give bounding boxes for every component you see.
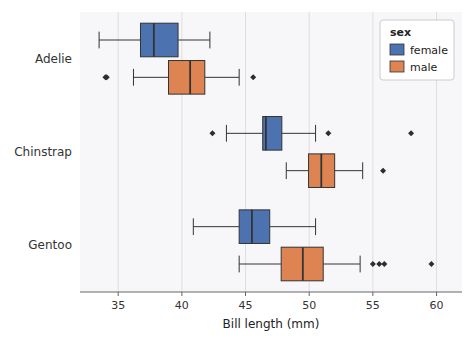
whisker-high bbox=[282, 133, 316, 134]
whisker-low bbox=[286, 170, 308, 171]
whisker-low bbox=[239, 264, 281, 265]
box-group bbox=[239, 247, 434, 281]
median bbox=[320, 154, 322, 188]
tick-label: 60 bbox=[430, 299, 444, 312]
whisker-low bbox=[133, 77, 168, 78]
cap-high bbox=[362, 162, 363, 179]
flier bbox=[380, 168, 386, 174]
cap-high bbox=[315, 218, 316, 235]
tick-mark bbox=[245, 292, 246, 296]
x-axis-label: Bill length (mm) bbox=[223, 317, 320, 331]
cap-high bbox=[360, 256, 361, 273]
whisker-high bbox=[178, 40, 210, 41]
grid-line bbox=[181, 12, 182, 292]
median bbox=[265, 117, 267, 151]
category-label: Gentoo bbox=[28, 238, 72, 252]
box-group bbox=[99, 23, 210, 57]
tick-label: 40 bbox=[175, 299, 189, 312]
box bbox=[263, 117, 282, 151]
category-label: Chinstrap bbox=[14, 145, 72, 159]
legend-box bbox=[380, 20, 454, 80]
flier bbox=[370, 261, 376, 267]
median bbox=[251, 210, 253, 244]
tick-mark bbox=[118, 292, 119, 296]
grid-line bbox=[245, 12, 246, 292]
tick-mark bbox=[309, 292, 310, 296]
flier bbox=[408, 130, 414, 136]
box bbox=[168, 61, 204, 95]
cap-low bbox=[286, 162, 287, 179]
flier bbox=[250, 74, 256, 80]
whisker-high bbox=[270, 226, 316, 227]
tick-mark bbox=[181, 292, 182, 296]
grid-line bbox=[118, 12, 119, 292]
box-group bbox=[286, 154, 386, 188]
box bbox=[281, 247, 323, 281]
box-group bbox=[209, 117, 414, 151]
whisker-low bbox=[226, 133, 262, 134]
box-group bbox=[102, 61, 256, 95]
x-axis-line bbox=[80, 292, 462, 293]
flier bbox=[381, 261, 387, 267]
cap-low bbox=[133, 69, 134, 86]
cap-high bbox=[209, 32, 210, 49]
box bbox=[239, 210, 270, 244]
chart: 35 40 45 50 55 60 Bill length (mm) Adelie Chinst… bbox=[0, 0, 474, 338]
box bbox=[140, 23, 178, 57]
cap-low bbox=[226, 125, 227, 142]
box bbox=[309, 154, 335, 188]
flier bbox=[209, 130, 215, 136]
legend-swatch bbox=[390, 44, 404, 55]
legend-swatch bbox=[390, 61, 404, 72]
tick-mark bbox=[436, 292, 437, 296]
whisker-high bbox=[205, 77, 239, 78]
grid-line bbox=[372, 12, 373, 292]
whisker-high bbox=[323, 264, 360, 265]
flier bbox=[325, 130, 331, 136]
plot-background bbox=[80, 12, 462, 292]
tick-label: 45 bbox=[239, 299, 253, 312]
cap-low bbox=[99, 32, 100, 49]
median bbox=[302, 247, 304, 281]
tick-label: 55 bbox=[366, 299, 380, 312]
cap-high bbox=[315, 125, 316, 142]
tick-label: 35 bbox=[111, 299, 125, 312]
legend-label: female bbox=[410, 44, 448, 57]
tick-label: 50 bbox=[302, 299, 316, 312]
legend-label: male bbox=[410, 61, 438, 74]
whisker-low bbox=[99, 40, 140, 41]
box-group bbox=[193, 210, 315, 244]
category-label: Adelie bbox=[35, 52, 72, 66]
whisker-low bbox=[193, 226, 239, 227]
legend-title: sex bbox=[390, 26, 411, 39]
legend: sex female male bbox=[380, 20, 454, 80]
whisker-high bbox=[335, 170, 363, 171]
median bbox=[153, 23, 155, 57]
cap-low bbox=[193, 218, 194, 235]
cap-high bbox=[239, 69, 240, 86]
tick-mark bbox=[372, 292, 373, 296]
flier bbox=[428, 261, 434, 267]
median bbox=[189, 61, 191, 95]
flier bbox=[104, 74, 110, 80]
cap-low bbox=[239, 256, 240, 273]
